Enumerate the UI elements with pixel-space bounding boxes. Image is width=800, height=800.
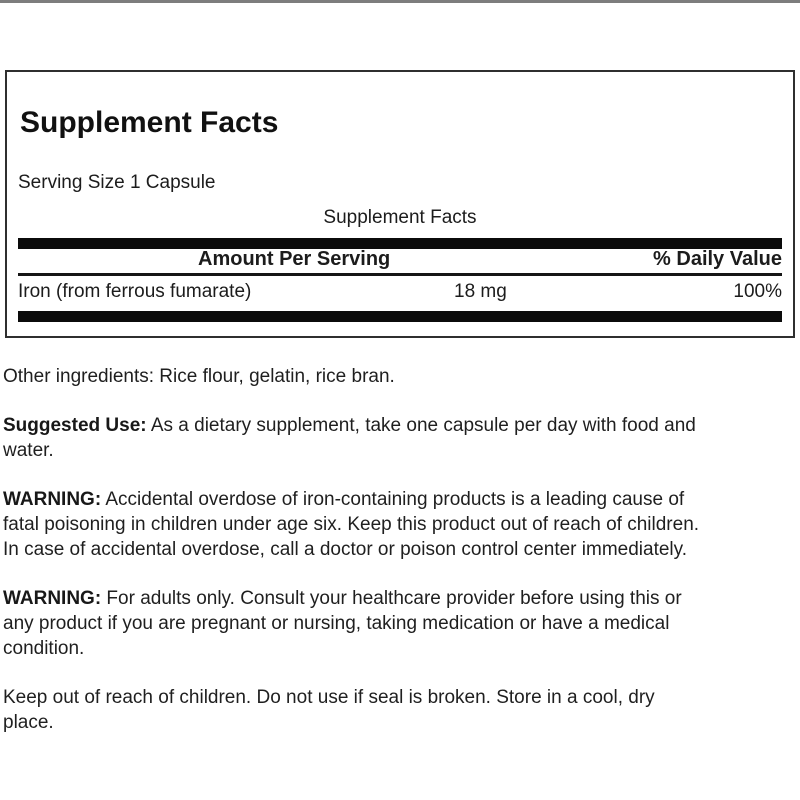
warning-overdose-paragraph: WARNING: Accidental overdose of iron-con… — [3, 487, 800, 562]
suggested-use-line-1-text: As a dietary supplement, take one capsul… — [146, 415, 696, 436]
suggested-use-label: Suggested Use: — [3, 415, 147, 436]
supplement-facts-panel: Supplement Facts Serving Size 1 Capsule … — [5, 70, 795, 338]
suggested-use-line-2: water. — [3, 440, 54, 461]
other-ingredients-paragraph: Other ingredients: Rice flour, gelatin, … — [3, 364, 800, 389]
warning-overdose-line-1: WARNING: Accidental overdose of iron-con… — [3, 487, 800, 512]
thin-rule — [18, 273, 782, 276]
warning-adults-label: WARNING: — [3, 588, 102, 609]
panel-title: Supplement Facts — [20, 106, 279, 139]
thick-rule-top — [18, 238, 782, 249]
warning-overdose-line-1-text: Accidental overdose of iron-containing p… — [101, 489, 685, 510]
warning-adults-paragraph: WARNING: For adults only. Consult your h… — [3, 586, 800, 661]
suggested-use-paragraph: Suggested Use: As a dietary supplement, … — [3, 413, 800, 463]
warning-overdose-line-2: fatal poisoning in children under age si… — [3, 514, 700, 535]
serving-size-text: Serving Size 1 Capsule — [18, 172, 216, 193]
photo-top-edge-line — [0, 0, 800, 3]
storage-line-1: Keep out of reach of children. Do not us… — [3, 687, 655, 708]
warning-overdose-label: WARNING: — [3, 489, 102, 510]
label-body-text: Other ingredients: Rice flour, gelatin, … — [3, 364, 800, 735]
warning-overdose-line-3: In case of accidental overdose, call a d… — [3, 539, 687, 560]
nutrient-name: Iron (from ferrous fumarate) — [18, 281, 252, 302]
nutrient-amount: 18 mg — [454, 281, 507, 302]
thick-rule-bottom — [18, 311, 782, 322]
warning-adults-line-2: any product if you are pregnant or nursi… — [3, 613, 670, 634]
storage-paragraph: Keep out of reach of children. Do not us… — [3, 685, 800, 735]
suggested-use-line-1: Suggested Use: As a dietary supplement, … — [3, 413, 800, 438]
warning-adults-line-1: WARNING: For adults only. Consult your h… — [3, 586, 800, 611]
other-ingredients-line: Other ingredients: Rice flour, gelatin, … — [3, 366, 395, 387]
warning-adults-line-1-text: For adults only. Consult your healthcare… — [101, 588, 682, 609]
warning-adults-line-3: condition. — [3, 638, 85, 659]
column-header-amount-per-serving: Amount Per Serving — [198, 248, 391, 270]
column-header-daily-value: % Daily Value — [653, 248, 782, 270]
storage-line-2: place. — [3, 712, 54, 733]
nutrient-daily-value: 100% — [733, 281, 782, 302]
table-title: Supplement Facts — [323, 207, 477, 228]
